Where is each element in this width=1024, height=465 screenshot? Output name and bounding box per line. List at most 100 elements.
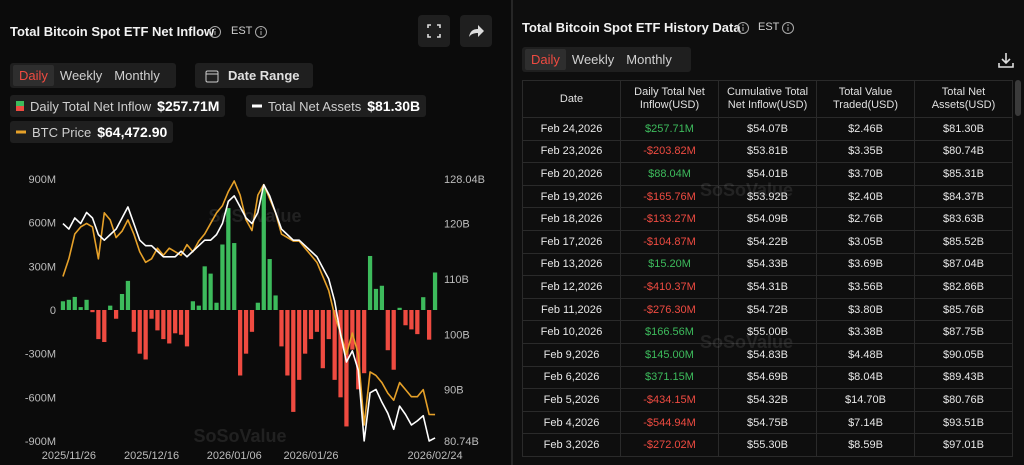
table-cell: Feb 18,2026: [522, 207, 621, 231]
table-cell: $2.76B: [816, 207, 915, 231]
bar: [84, 299, 89, 310]
info-icon[interactable]: [254, 25, 268, 39]
info-icon[interactable]: [781, 21, 795, 35]
table-cell: $14.70B: [816, 388, 915, 412]
table-row: Feb 10,2026 $166.56M $55.00B $3.38B $87.75B: [522, 320, 1013, 344]
table-cell: $54.32B: [718, 388, 817, 412]
bar: [255, 302, 260, 310]
table-cell: $53.81B: [718, 139, 817, 164]
share-button[interactable]: [460, 15, 492, 47]
table-cell: $80.76B: [914, 388, 1013, 412]
legend-item[interactable]: BTC Price $64,472.90: [10, 121, 174, 143]
bar: [226, 208, 231, 310]
table-cell: $54.75B: [718, 410, 817, 435]
bar: [108, 305, 113, 310]
table-cell: -$203.82M: [620, 139, 719, 164]
table-cell: $3.70B: [816, 162, 915, 186]
bar: [320, 310, 325, 369]
bar: [379, 285, 385, 310]
table-cell: $3.80B: [816, 297, 915, 322]
table-row: Feb 23,2026 -$203.82M $53.81B $3.35B $80.74B: [522, 139, 1013, 164]
bar: [344, 310, 349, 427]
column-header: Date: [522, 80, 621, 118]
table-row: Feb 19,2026 -$165.76M $53.92B $2.40B $84.37B: [522, 184, 1013, 209]
legend-swatch: [252, 104, 262, 108]
column-header: Cumulative Total Net Inflow(USD): [718, 80, 817, 118]
tab[interactable]: Daily: [525, 49, 566, 70]
tab[interactable]: Weekly: [59, 68, 103, 83]
timezone: EST: [231, 25, 253, 37]
bar: [261, 187, 266, 310]
bar: [332, 310, 337, 380]
tab[interactable]: Daily: [13, 65, 54, 86]
table-cell: -$434.15M: [620, 388, 719, 412]
table-cell: $80.74B: [914, 139, 1013, 164]
bar: [155, 310, 160, 331]
bar: [143, 310, 148, 360]
download-button[interactable]: [996, 50, 1016, 70]
bar: [421, 297, 426, 310]
table-cell: Feb 12,2026: [522, 275, 621, 299]
table-cell: $87.04B: [914, 252, 1013, 277]
bar: [326, 310, 331, 340]
table-cell: $54.01B: [718, 162, 817, 186]
table-cell: -$165.76M: [620, 184, 719, 209]
bar: [427, 310, 432, 340]
x-tick-label: 2025/12/16: [124, 450, 179, 462]
table-cell: -$133.27M: [620, 207, 719, 231]
table-cell: $83.63B: [914, 207, 1013, 231]
table-cell: -$410.37M: [620, 275, 719, 299]
table-cell: $3.69B: [816, 252, 915, 277]
bar: [373, 288, 379, 310]
column-header: Total Net Assets(USD): [914, 80, 1013, 118]
bar: [131, 310, 136, 332]
table-cell: $85.76B: [914, 297, 1013, 322]
y-tick-label: 900M: [28, 174, 56, 186]
bar: [397, 307, 402, 310]
x-tick-label: 2026/01/26: [283, 450, 338, 462]
scrollbar[interactable]: [1015, 80, 1021, 116]
y-tick-label: 80.74B: [444, 436, 479, 448]
x-tick-label: 2026/02/24: [408, 450, 463, 462]
table-row: Feb 3,2026 -$272.02M $55.30B $8.59B $97.01B: [522, 433, 1013, 457]
table-cell: $55.00B: [718, 320, 817, 344]
date-range-button[interactable]: Date Range: [195, 63, 313, 88]
legend-item[interactable]: Daily Total Net Inflow $257.71M: [10, 95, 226, 117]
table-cell: -$276.30M: [620, 297, 719, 322]
y-tick-label: -900M: [25, 436, 56, 448]
table-cell: Feb 19,2026: [522, 184, 621, 209]
table-cell: $8.04B: [816, 365, 915, 390]
bar: [285, 310, 290, 376]
bar: [350, 310, 355, 350]
legend-label: Total Net Assets: [268, 98, 362, 114]
table-cell: $54.07B: [718, 117, 817, 141]
fullscreen-button[interactable]: [418, 15, 450, 47]
bar: [432, 272, 438, 310]
bar: [314, 310, 320, 332]
legend-item[interactable]: Total Net Assets $81.30B: [246, 95, 427, 117]
info-icon[interactable]: [736, 21, 750, 35]
watermark: SoSoValue: [700, 332, 794, 352]
tab[interactable]: Monthly: [114, 68, 160, 83]
table-cell: $54.69B: [718, 365, 817, 390]
header-row: Date Daily Total Net Inflow(USD) Cumulativ…: [522, 80, 1013, 118]
info-icon[interactable]: [208, 25, 222, 39]
table-row: Feb 5,2026 -$434.15M $54.32B $14.70B $80.76B: [522, 388, 1013, 412]
bar: [72, 296, 77, 310]
y-tick-label: 300M: [28, 261, 56, 273]
tab[interactable]: Monthly: [626, 52, 672, 67]
bar: [385, 310, 390, 351]
table-cell: $84.37B: [914, 184, 1013, 209]
bar: [403, 310, 408, 326]
bar: [96, 310, 101, 340]
table-cell: $85.31B: [914, 162, 1013, 186]
bar: [267, 259, 272, 310]
table-cell: $257.71M: [620, 117, 719, 141]
bar: [220, 244, 225, 310]
tab[interactable]: Weekly: [571, 52, 615, 67]
bar: [243, 310, 249, 354]
table-cell: $85.52B: [914, 229, 1013, 254]
table-cell: $54.09B: [718, 207, 817, 231]
table-cell: -$544.94M: [620, 410, 719, 435]
